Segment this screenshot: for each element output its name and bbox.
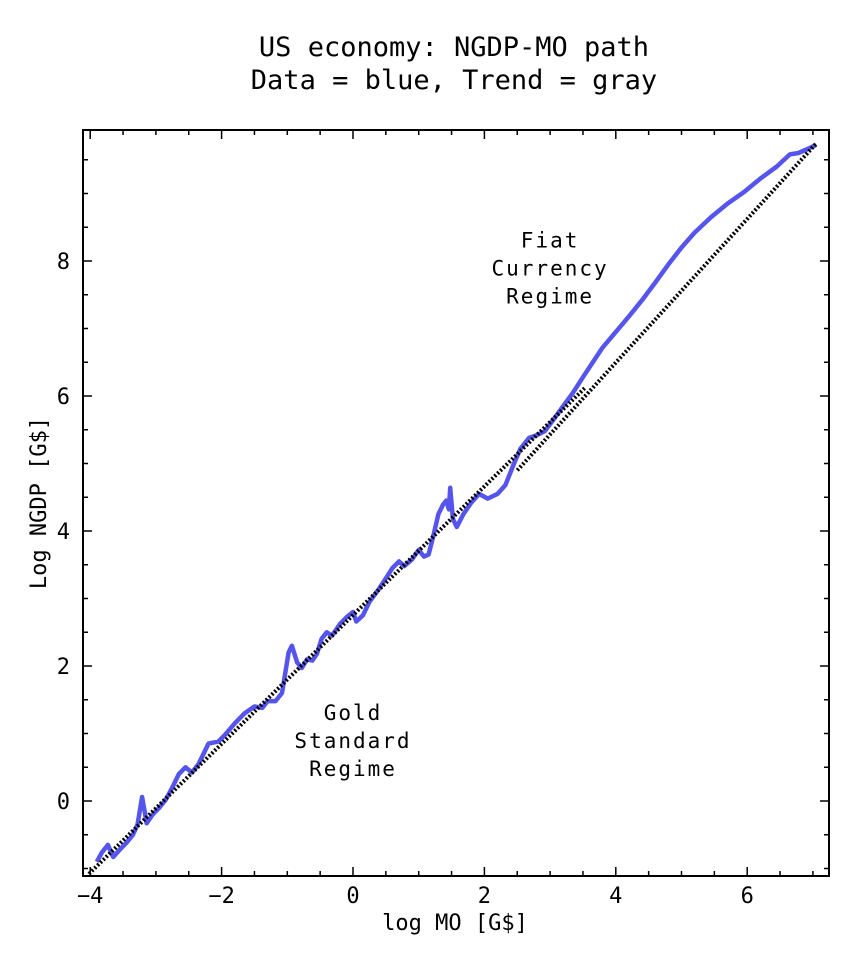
annotation-text: Fiat <box>521 229 580 253</box>
y-tick-label: 8 <box>57 250 70 275</box>
y-tick-label: 2 <box>57 655 70 680</box>
annotation-text: Gold <box>324 701 383 725</box>
y-tick-label: 0 <box>57 790 70 815</box>
x-tick-label: 0 <box>346 884 359 909</box>
y-tick-label: 4 <box>57 520 70 545</box>
data-line <box>94 142 818 863</box>
chart-subtitle: Data = blue, Trend = gray <box>251 65 657 96</box>
x-tick-label: −4 <box>77 884 104 909</box>
x-tick-label: 6 <box>741 884 754 909</box>
y-tick-label: 6 <box>57 385 70 410</box>
annotation-text: Regime <box>309 757 397 781</box>
x-axis-label: log MO [G$] <box>382 911 528 936</box>
x-tick-label: 4 <box>609 884 622 909</box>
x-tick-label: 2 <box>478 884 491 909</box>
trend-line <box>515 142 818 472</box>
y-axis-label: Log NGDP [G$] <box>27 417 52 589</box>
annotation-text: Regime <box>506 285 594 309</box>
data-series <box>87 142 818 876</box>
regime-annotations: Fiat Currency Regime Gold Standard Regime <box>294 229 609 782</box>
x-tick-label: −2 <box>208 884 235 909</box>
chart-title: US economy: NGDP-MO path <box>259 32 649 63</box>
plot-frame <box>82 129 830 877</box>
axis-ticks <box>83 130 829 876</box>
annotation-text: Standard <box>294 729 411 753</box>
axis-tick-labels: −4 −2 0 2 4 6 0 2 4 6 8 <box>57 250 754 909</box>
annotation-text: Currency <box>492 257 609 281</box>
